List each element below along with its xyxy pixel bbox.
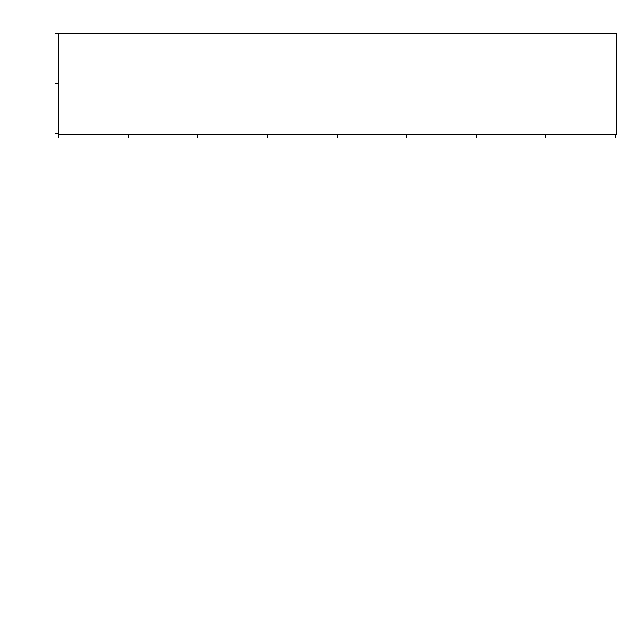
spectrogram-panel	[0, 0, 640, 160]
spectrogram-image	[59, 34, 616, 134]
plot-area	[58, 33, 617, 135]
